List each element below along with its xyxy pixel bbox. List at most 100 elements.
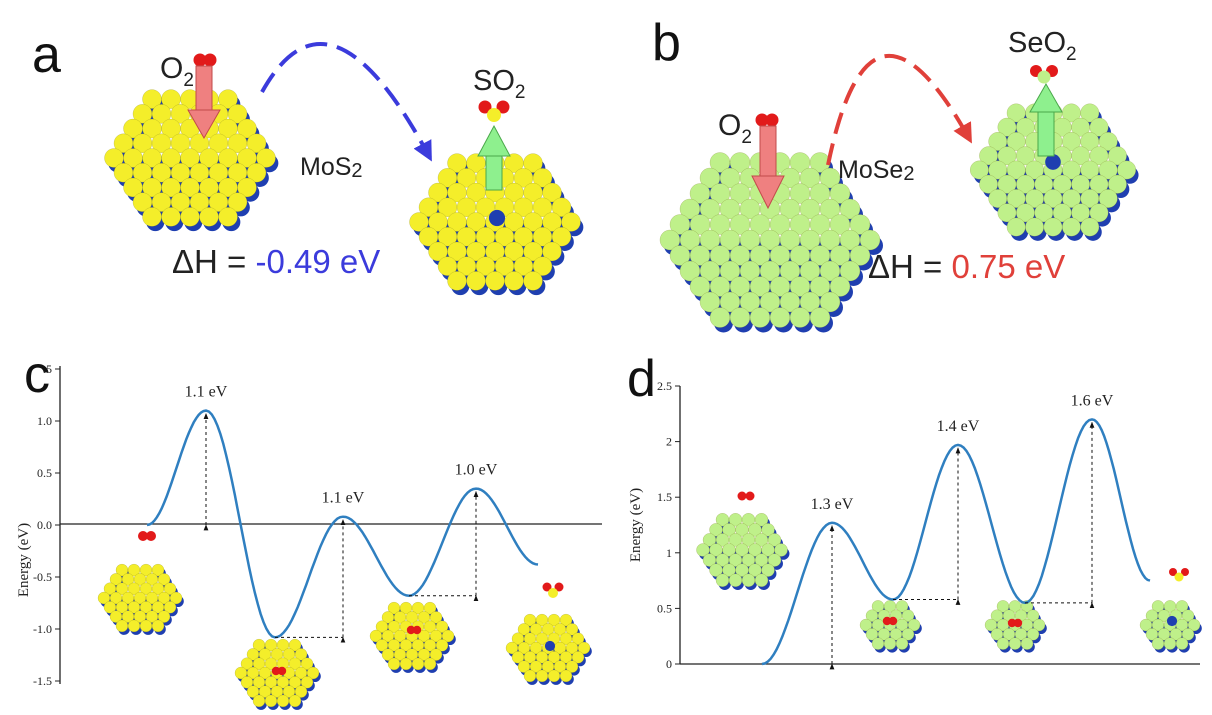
surface-atom	[127, 619, 141, 633]
chalcogen-atom	[548, 588, 558, 598]
surface-atom	[157, 573, 171, 586]
desorption-arrow-up	[477, 124, 511, 191]
surface-atom	[423, 601, 437, 615]
surface-atom	[895, 637, 909, 650]
o2-label-b: O2	[718, 109, 752, 148]
oxygen-atom	[737, 491, 747, 501]
oxygen-atom	[138, 531, 148, 541]
panel-b: b O2 MoSe2 SeO2 ΔH = 0.75 eV	[652, 14, 1139, 333]
surface-atom	[809, 307, 831, 328]
surface-atom	[1006, 217, 1026, 237]
panel-d-energy-profile: d Energy (eV) 2.5 2 1.5 1 0.5 0 1.3 eV 1.4 eV 1…	[627, 350, 1202, 671]
barrier-label: 1.0 eV	[455, 462, 498, 479]
surface-atom	[237, 177, 257, 198]
surface-atom	[895, 600, 909, 613]
intermediate-cluster	[1139, 600, 1202, 653]
surface-atom	[523, 669, 537, 683]
surface-atom	[411, 657, 425, 671]
intermediate-cluster	[505, 613, 592, 685]
energy-curve	[146, 409, 539, 639]
surface-atom	[218, 207, 238, 227]
surface-atom	[871, 637, 885, 650]
oxygen-atom	[203, 53, 217, 67]
oxygen-atom	[1007, 618, 1017, 628]
surface-atom	[819, 291, 841, 313]
surface-atom	[1151, 637, 1165, 650]
surface-atom	[565, 623, 579, 636]
surface-atom	[441, 629, 455, 643]
surface-atom	[859, 229, 881, 251]
adsorption-arrow-down	[751, 125, 785, 210]
surface-atom	[435, 620, 449, 633]
oxygen-atom	[193, 53, 207, 67]
oxygen-atom	[412, 625, 422, 635]
surface-atom	[996, 637, 1010, 650]
surface-atom	[849, 245, 871, 266]
surface-atom	[551, 227, 572, 247]
so2-label: SO2	[473, 65, 525, 103]
surface-atom	[551, 197, 572, 217]
surface-atom	[399, 657, 413, 671]
oxygen-atom	[755, 113, 769, 127]
y-tick-label: -1.5	[33, 674, 52, 688]
surface-atom	[542, 241, 562, 262]
intermediate-cluster	[696, 513, 790, 590]
barrier-label: 1.1 eV	[185, 384, 228, 401]
oxygen-atom	[146, 531, 156, 541]
surface-atom	[1043, 217, 1063, 237]
intermediate-cluster	[859, 600, 922, 653]
chalcogen-atom	[1174, 572, 1184, 582]
surface-atom	[761, 563, 775, 577]
y-tick-label: 1.5	[657, 490, 672, 504]
surface-atom	[1117, 160, 1137, 180]
surface-atom	[466, 271, 486, 291]
surface-atom	[387, 657, 401, 671]
surface-atom	[559, 669, 573, 683]
surface-atom	[1181, 609, 1195, 622]
surface-atom	[883, 637, 897, 650]
surface-atom	[218, 89, 238, 109]
surface-atom	[1175, 600, 1189, 613]
panel-c-energy-profile: c Energy (eV) .5 1.0 0.5 0.0 -0.5 -1.0 -1.5 1.…	[16, 346, 602, 710]
y-axis-label: Energy (eV)	[16, 523, 32, 597]
surface-atom	[789, 307, 811, 328]
surface-atom	[839, 260, 861, 282]
y-tick-label: 2.5	[657, 379, 672, 393]
y-tick-label: -1.0	[33, 622, 52, 636]
desorption-arrow-up	[1029, 82, 1063, 157]
surface-atom	[571, 632, 585, 645]
seo2-molecule	[1030, 65, 1058, 84]
y-tick-label: 0.5	[657, 601, 672, 615]
surface-atom	[774, 543, 788, 557]
surface-atom	[1032, 618, 1046, 632]
mose2-label: MoSe2	[838, 156, 914, 185]
oxygen-atom	[277, 666, 287, 676]
surface-atom	[256, 148, 276, 168]
surface-atom	[504, 271, 524, 291]
oxygen-atom	[882, 616, 892, 626]
surface-atom	[1089, 117, 1109, 137]
surface-atom	[306, 666, 320, 680]
adsorption-arrow-down	[187, 65, 221, 140]
vacancy-site	[488, 209, 506, 227]
dh-label-b: ΔH = 0.75 eV	[868, 248, 1065, 285]
surface-atom	[1181, 628, 1195, 641]
surface-atom	[1187, 618, 1201, 632]
surface-atom	[829, 276, 851, 297]
surface-atom	[561, 212, 581, 232]
surface-atom	[829, 183, 851, 204]
surface-atom	[142, 207, 162, 227]
oxygen-atom	[765, 113, 779, 127]
panel-c-letter: c	[24, 346, 50, 404]
y-tick-label: 0.5	[37, 466, 52, 480]
surface-atom	[754, 573, 769, 587]
surface-atom	[264, 694, 278, 708]
surface-atom	[728, 573, 743, 587]
surface-atom	[180, 207, 200, 227]
oxygen-atom	[406, 625, 416, 635]
surface-atom	[769, 307, 791, 328]
surface-atom	[547, 669, 561, 683]
surface-atom	[1080, 103, 1100, 123]
surface-atom	[227, 104, 248, 124]
surface-atom	[709, 307, 731, 328]
